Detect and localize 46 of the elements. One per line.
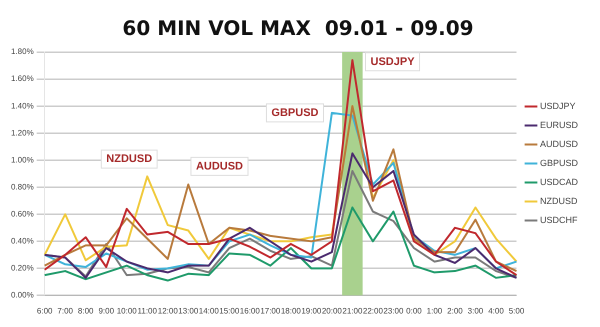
y-tick-label: 0.40% — [10, 236, 34, 246]
y-tick-label: 1.00% — [10, 155, 34, 164]
legend-label: USDCHF — [540, 214, 578, 225]
x-tick-label: 10:00 — [116, 306, 138, 316]
legend-label: USDCAD — [540, 176, 578, 187]
x-tick-label: 15:00 — [219, 306, 240, 316]
y-tick-label: 1.20% — [10, 128, 34, 138]
annotation: GBPUSD — [271, 106, 319, 119]
x-tick-label: 8:00 — [78, 306, 94, 316]
legend-label: GBPUSD — [540, 158, 578, 168]
y-tick-label: 0.80% — [10, 182, 34, 192]
x-tick-label: 0:00 — [406, 306, 422, 316]
annotation: AUDUSD — [196, 160, 244, 172]
legend-label: NZDUSD — [540, 196, 578, 206]
legend-label: USDJPY — [540, 100, 576, 111]
x-tick-label: 14:00 — [198, 306, 220, 316]
annotation: NZDUSD — [106, 153, 152, 166]
x-tick-label: 19:00 — [301, 306, 322, 316]
x-tick-label: 12:00 — [158, 306, 178, 316]
x-tick-label: 9:00 — [98, 306, 115, 316]
y-tick-label: 1.80% — [10, 47, 34, 56]
x-tick-label: 17:00 — [260, 306, 281, 316]
x-tick-label: 11:00 — [138, 306, 158, 316]
x-tick-label: 13:00 — [178, 306, 199, 316]
x-tick-label: 1:00 — [426, 306, 443, 316]
chart-title: 60 MIN VOL MAX 09.01 - 09.09 — [122, 16, 474, 40]
x-tick-label: 22:00 — [362, 306, 384, 316]
x-tick-label: 3:00 — [468, 306, 484, 316]
annotation: USDJPY — [370, 56, 416, 68]
x-tick-label: 18:00 — [280, 306, 302, 316]
y-tick-label: 1.60% — [10, 74, 34, 84]
legend-label: AUDUSD — [540, 138, 578, 149]
y-tick-label: 0.60% — [10, 209, 34, 218]
y-tick-label: 1.40% — [10, 101, 34, 110]
x-tick-label: 2:00 — [447, 306, 464, 316]
y-tick-label: 0.20% — [10, 264, 34, 273]
x-tick-label: 7:00 — [57, 306, 74, 316]
y-tick-label: 0.00% — [10, 290, 34, 300]
x-tick-label: 4:00 — [488, 306, 504, 316]
x-tick-label: 20:00 — [322, 306, 342, 316]
x-tick-label: 16:00 — [240, 306, 260, 316]
x-tick-label: 21:00 — [342, 306, 363, 316]
x-tick-label: 23:00 — [383, 306, 404, 316]
x-tick-label: 5:00 — [508, 306, 525, 316]
x-tick-label: 6:00 — [36, 306, 54, 316]
legend-label: EURUSD — [540, 120, 578, 130]
